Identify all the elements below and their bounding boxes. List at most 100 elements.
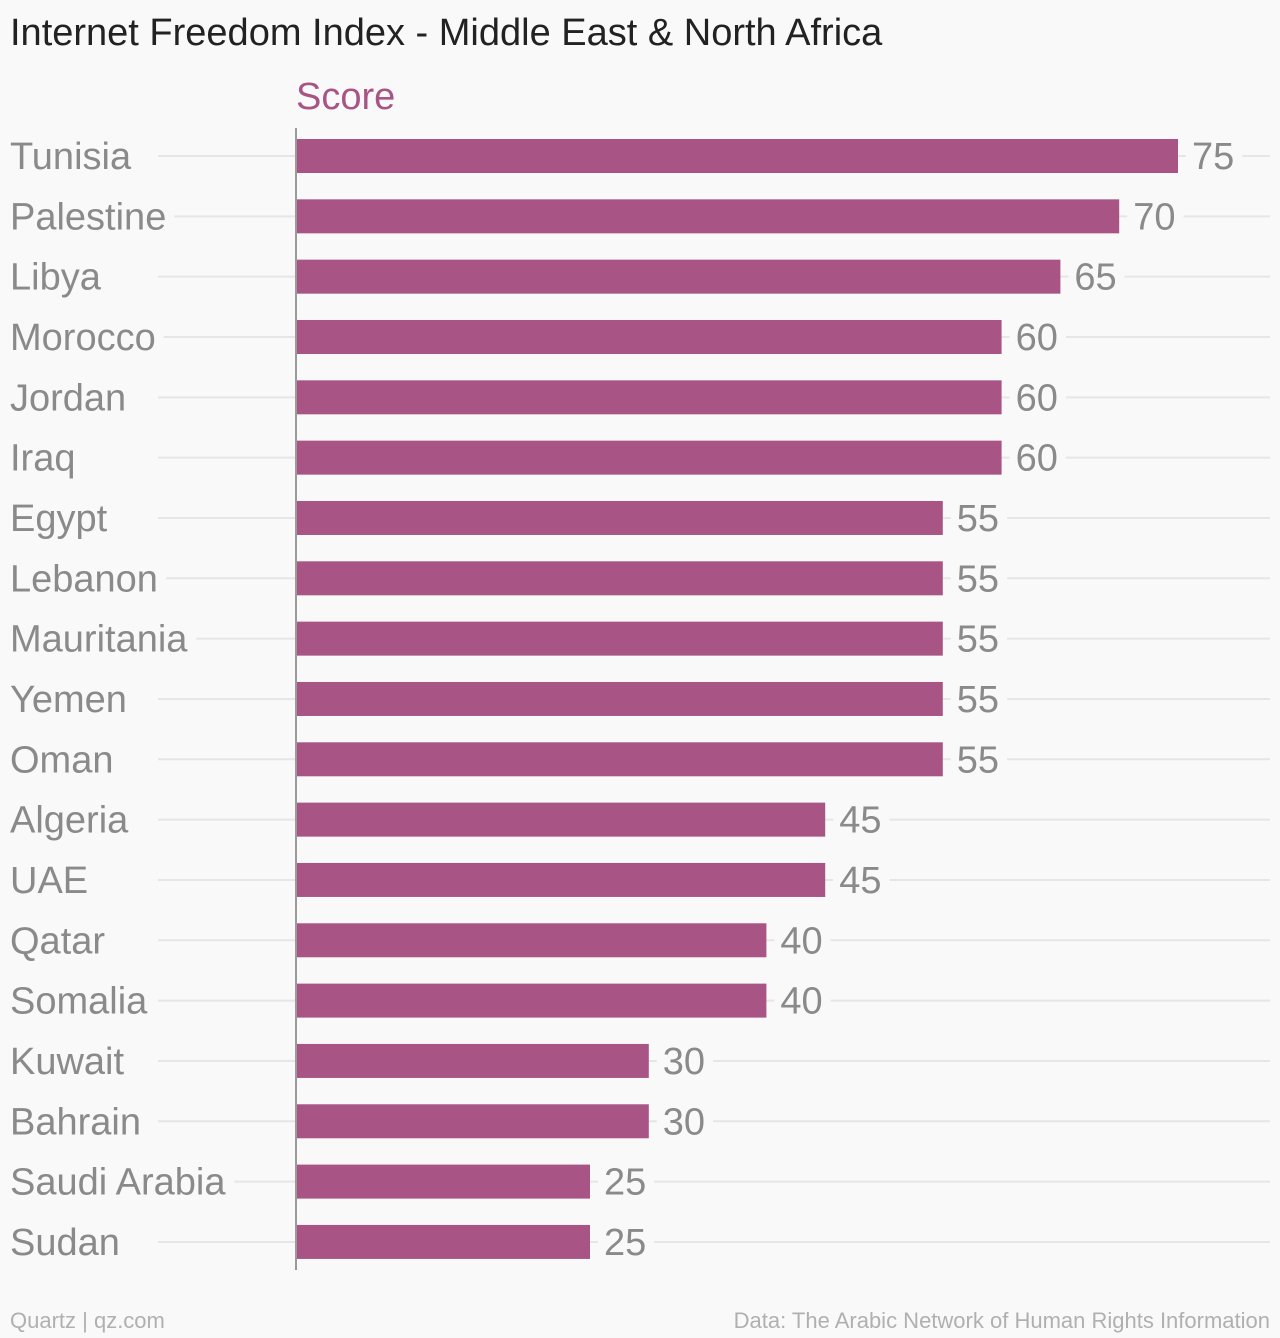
- label-background: [4, 1161, 235, 1204]
- category-label: Palestine: [10, 196, 166, 238]
- category-label: Lebanon: [10, 558, 158, 600]
- label-background: [4, 558, 166, 601]
- label-background: [950, 678, 1008, 721]
- label-background: [950, 497, 1008, 540]
- footer-credit: Quartz | qz.com: [10, 1308, 165, 1333]
- label-background: [950, 618, 1008, 661]
- label-background: [4, 920, 114, 963]
- value-label: 55: [957, 619, 999, 661]
- category-label: Egypt: [10, 498, 108, 540]
- category-label: Jordan: [10, 377, 126, 419]
- category-label: Tunisia: [10, 136, 132, 178]
- label-background: [598, 1161, 655, 1204]
- series-label: Score: [296, 76, 396, 118]
- bar: [296, 561, 943, 596]
- category-label: Algeria: [10, 800, 129, 842]
- label-background: [4, 1221, 128, 1264]
- label-background: [833, 799, 890, 842]
- value-label: 60: [1016, 438, 1058, 480]
- category-label: Kuwait: [10, 1041, 124, 1083]
- value-label: 40: [780, 981, 822, 1023]
- label-background: [1186, 136, 1243, 178]
- category-label: Yemen: [10, 679, 127, 721]
- category-label: Somalia: [10, 981, 148, 1023]
- value-label: 55: [957, 558, 999, 600]
- category-label: Morocco: [10, 317, 156, 359]
- category-label: Saudi Arabia: [10, 1162, 226, 1204]
- value-label: 55: [957, 679, 999, 721]
- label-background: [1068, 256, 1125, 299]
- bar: [296, 440, 1002, 475]
- bar: [296, 259, 1061, 294]
- label-background: [4, 377, 135, 420]
- bar: [296, 742, 943, 777]
- label-background: [4, 859, 97, 902]
- bar: [296, 802, 826, 837]
- footer-source: Data: The Arabic Network of Human Rights…: [733, 1308, 1270, 1333]
- value-label: 25: [604, 1222, 646, 1264]
- label-background: [4, 980, 157, 1023]
- value-label: 60: [1016, 317, 1058, 359]
- bar: [296, 500, 943, 535]
- bar: [296, 139, 1178, 173]
- label-background: [4, 136, 140, 178]
- bar: [296, 380, 1002, 415]
- value-label: 65: [1074, 257, 1116, 299]
- label-background: [1127, 196, 1184, 239]
- value-label: 30: [663, 1101, 705, 1143]
- category-label: Oman: [10, 739, 113, 781]
- label-background: [656, 1101, 714, 1144]
- value-label: 70: [1133, 196, 1175, 238]
- category-label: Iraq: [10, 438, 75, 480]
- bar: [296, 621, 943, 656]
- label-background: [4, 437, 84, 480]
- category-label: Mauritania: [10, 619, 188, 661]
- value-label: 45: [839, 860, 881, 902]
- value-label: 55: [957, 739, 999, 781]
- bar: [296, 862, 826, 897]
- value-label: 45: [839, 800, 881, 842]
- bar: [296, 1104, 649, 1139]
- label-background: [656, 1040, 714, 1083]
- category-label: Libya: [10, 257, 102, 299]
- label-background: [1009, 316, 1066, 359]
- label-background: [950, 739, 1008, 782]
- label-background: [4, 1101, 149, 1144]
- label-background: [4, 497, 116, 540]
- bar: [296, 923, 767, 958]
- label-background: [4, 739, 122, 782]
- bar: [296, 983, 767, 1018]
- value-label: 40: [780, 920, 822, 962]
- chart-title: Internet Freedom Index - Middle East & N…: [10, 12, 883, 54]
- bar: [296, 681, 943, 716]
- label-background: [1009, 437, 1066, 480]
- label-background: [4, 799, 138, 842]
- labels: Tunisia 75 Palestine 70 Libya 65 Morocco 60 Jord…: [4, 136, 1243, 1264]
- bar: [296, 319, 1002, 354]
- bar: [296, 1224, 590, 1259]
- category-label: Bahrain: [10, 1101, 141, 1143]
- category-label: Qatar: [10, 920, 105, 962]
- label-background: [4, 618, 197, 661]
- bars: [296, 139, 1178, 1259]
- label-background: [4, 1040, 133, 1083]
- bar: [296, 1043, 649, 1078]
- label-background: [598, 1221, 655, 1264]
- label-background: [1009, 377, 1066, 420]
- value-label: 55: [957, 498, 999, 540]
- label-background: [833, 859, 890, 902]
- value-label: 30: [663, 1041, 705, 1083]
- label-background: [4, 196, 175, 239]
- label-background: [950, 558, 1008, 601]
- bar: [296, 1164, 590, 1199]
- label-background: [774, 980, 831, 1023]
- category-label: Sudan: [10, 1222, 120, 1264]
- bar: [296, 199, 1120, 234]
- label-background: [774, 920, 831, 963]
- value-label: 60: [1016, 377, 1058, 419]
- label-background: [4, 256, 110, 299]
- value-label: 75: [1192, 136, 1234, 178]
- category-label: UAE: [10, 860, 88, 902]
- label-background: [4, 316, 164, 359]
